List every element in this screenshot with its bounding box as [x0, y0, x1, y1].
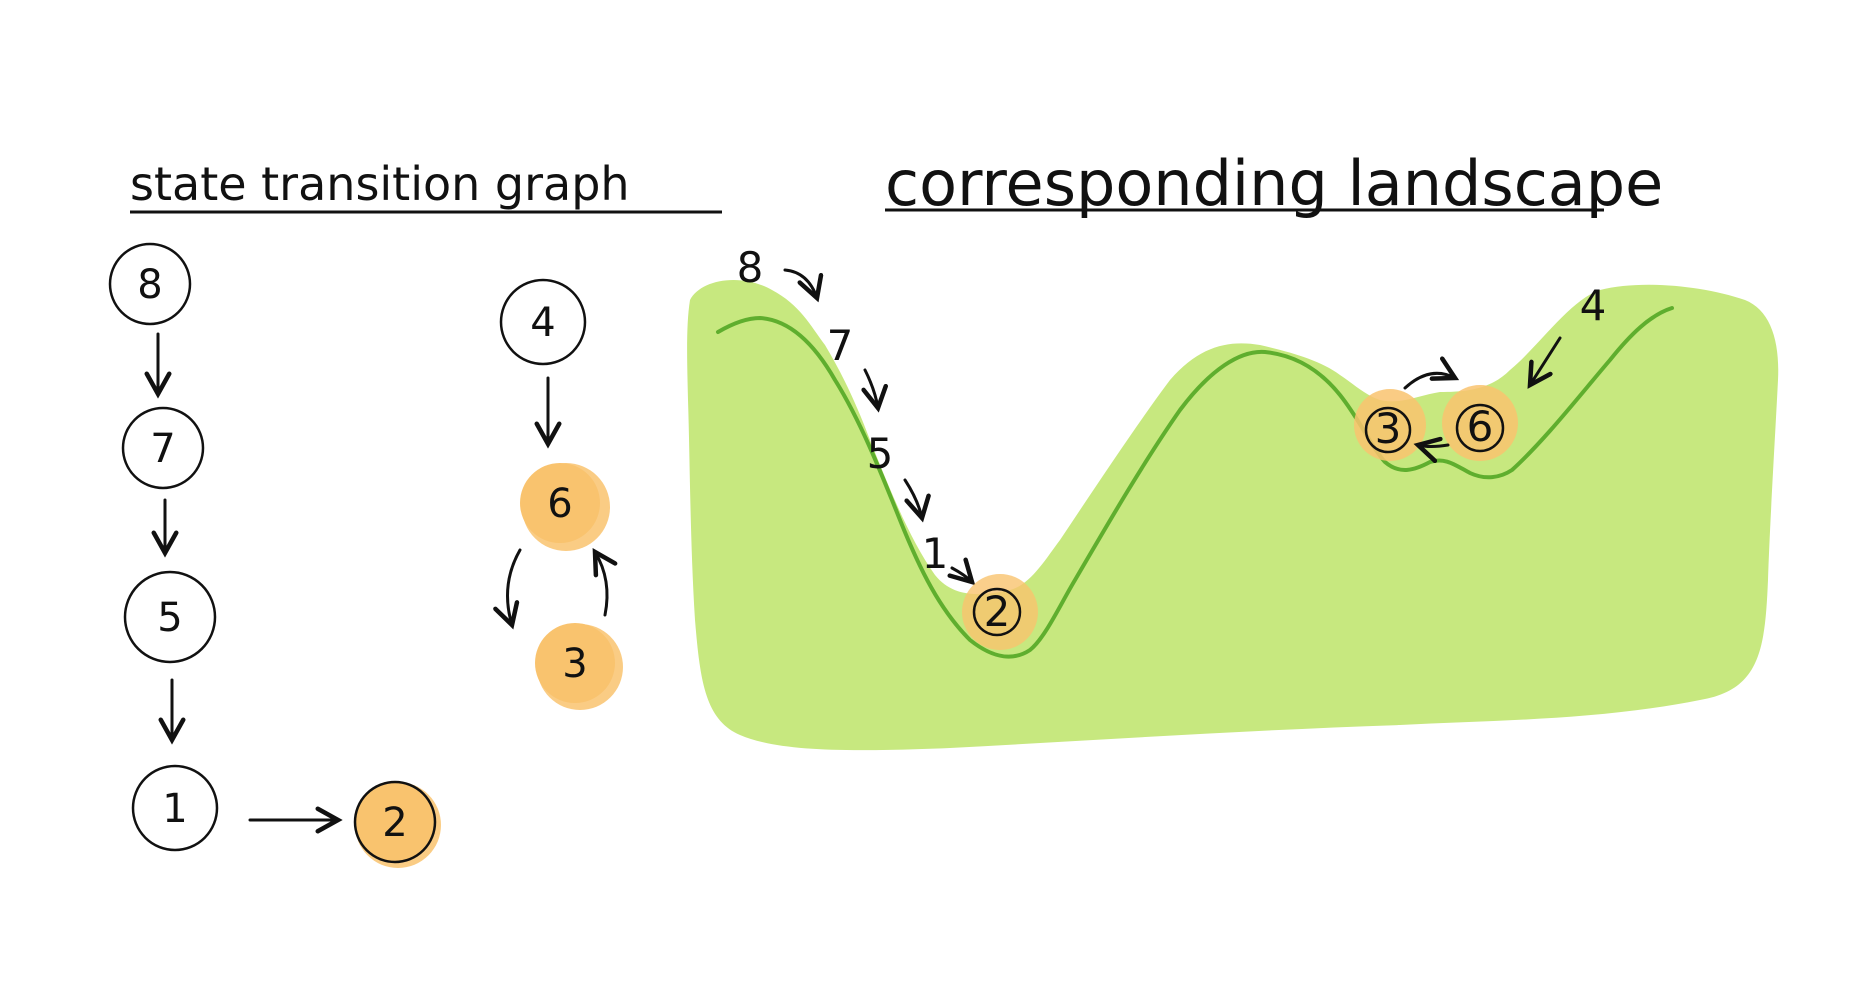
landscape-arrow-1-2 — [952, 568, 972, 582]
landscape-arrow-7-5 — [865, 368, 878, 408]
graph-node-1-label: 1 — [162, 786, 187, 832]
landscape-arrow-6-3 — [1418, 445, 1450, 447]
landscape-arrow-4-6 — [1530, 336, 1562, 385]
graph-node-2-label: 2 — [382, 800, 407, 846]
graph-node-4-label: 4 — [530, 300, 555, 346]
edge-3-6 — [595, 552, 607, 617]
landscape-label-1: 1 — [922, 529, 949, 578]
graph-node-3-label: 3 — [562, 641, 587, 687]
landscape-state-2-attractor: 2 — [962, 574, 1038, 650]
landscape-label-7: 7 — [827, 321, 854, 370]
landscape-label-5: 5 — [867, 429, 894, 478]
graph-title: state transition graph — [130, 157, 630, 211]
graph-node-5-label: 5 — [157, 595, 182, 641]
graph-node-3-attractor: 3 — [535, 623, 623, 710]
edge-6-3 — [508, 548, 522, 625]
graph-node-7: 7 — [121, 406, 205, 490]
landscape-title: corresponding landscape — [885, 147, 1663, 220]
landscape-state-6-attractor: 6 — [1442, 385, 1518, 461]
graph-node-8-label: 8 — [137, 262, 162, 308]
landscape-label-3: 3 — [1375, 404, 1402, 453]
landscape-label-6: 6 — [1467, 402, 1494, 451]
landscape-arrow-8-7 — [783, 268, 817, 298]
landscape-arrow-5-1 — [903, 478, 922, 518]
graph-node-5: 5 — [123, 570, 217, 664]
landscape-label-8: 8 — [737, 243, 764, 292]
graph-node-2-attractor: 2 — [353, 780, 441, 868]
landscape-label-4: 4 — [1580, 281, 1607, 330]
landscape-label-2: 2 — [984, 587, 1011, 636]
landscape-arrow-3-6 — [1403, 373, 1455, 390]
landscape-state-3-attractor: 3 — [1354, 389, 1426, 461]
graph-node-1: 1 — [131, 764, 219, 852]
graph-node-6-label: 6 — [547, 481, 572, 527]
graph-node-7-label: 7 — [150, 426, 175, 472]
graph-node-4: 4 — [499, 278, 587, 366]
graph-node-8: 8 — [108, 242, 192, 326]
landscape-curve — [716, 306, 1674, 659]
graph-node-6-attractor: 6 — [520, 463, 610, 551]
